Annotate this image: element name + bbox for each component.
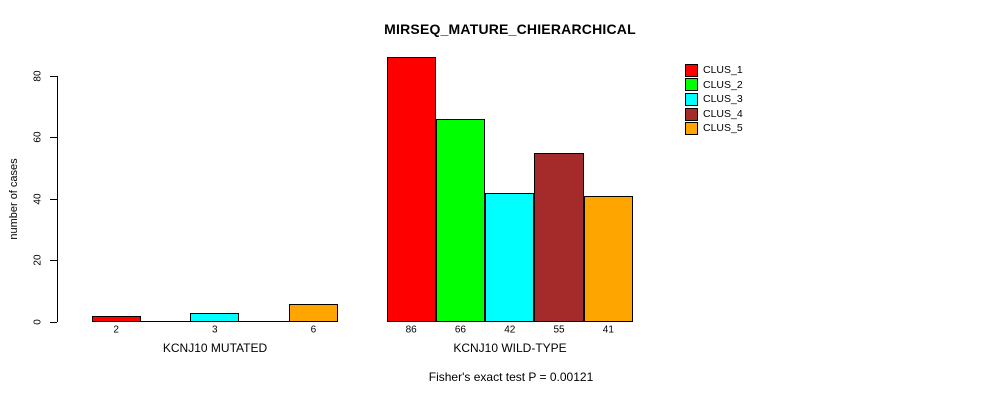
bar-value-label: 6 (310, 324, 317, 336)
y-tick-mark (50, 260, 57, 262)
bar-value-label: 3 (211, 324, 218, 336)
legend-swatch-clus_3 (685, 92, 698, 106)
bar-value-label: 55 (553, 324, 565, 336)
bar-clus_3-group2 (485, 193, 535, 322)
y-tick-mark (50, 75, 57, 77)
legend-swatch-clus_2 (685, 78, 698, 92)
legend-row-clus_5: CLUS_5 (685, 121, 743, 136)
legend-swatch-clus_5 (685, 122, 698, 136)
zero-bar-clus_2-group1 (140, 321, 191, 322)
legend: CLUS_1 CLUS_2 CLUS_3 CLUS_4 CLUS_5 (685, 63, 743, 136)
y-tick-mark (50, 198, 57, 200)
group-label-mutated: KCNJ10 MUTATED (162, 341, 268, 355)
bar-value-label: 2 (113, 324, 119, 336)
bar-clus_4-group2 (534, 153, 584, 322)
y-tick-label: 20 (32, 254, 44, 266)
fisher-test-annotation: Fisher's exact test P = 0.00121 (428, 370, 594, 384)
legend-row-clus_1: CLUS_1 (685, 63, 743, 78)
bar-value-label: 42 (504, 324, 516, 336)
zero-bar-clus_4-group1 (239, 321, 289, 322)
bar-clus_1-group2 (386, 57, 436, 322)
y-tick-mark (50, 137, 57, 139)
chart-title: MIRSEQ_MATURE_CHIERARCHICAL (384, 21, 636, 37)
y-tick-label: 0 (32, 319, 44, 325)
legend-label: CLUS_5 (703, 122, 743, 135)
y-tick-label: 40 (32, 193, 44, 205)
y-axis-title: number of cases (8, 158, 20, 240)
legend-label: CLUS_2 (703, 78, 743, 91)
y-tick-label: 60 (32, 131, 44, 143)
bar-value-label: 41 (602, 324, 614, 336)
bar-clus_2-group2 (435, 119, 486, 322)
bar-value-label: 66 (454, 324, 466, 336)
legend-row-clus_2: CLUS_2 (685, 78, 743, 93)
bar-clus_3-group1 (190, 313, 240, 322)
legend-label: CLUS_4 (703, 107, 743, 120)
y-axis-line (57, 75, 58, 322)
legend-swatch-clus_4 (685, 107, 698, 121)
y-tick-label: 80 (32, 70, 44, 82)
bar-clus_5-group2 (583, 196, 633, 322)
legend-label: CLUS_3 (703, 93, 743, 106)
bar-clus_5-group1 (288, 304, 338, 322)
group-label-wild-type: KCNJ10 WILD-TYPE (453, 341, 567, 355)
legend-row-clus_4: CLUS_4 (685, 107, 743, 122)
legend-label: CLUS_1 (703, 64, 743, 77)
bar-clus_1-group1 (91, 316, 141, 322)
legend-row-clus_3: CLUS_3 (685, 92, 743, 107)
legend-swatch-clus_1 (685, 63, 698, 77)
y-tick-mark (50, 322, 57, 323)
bar-value-label: 86 (405, 324, 417, 336)
